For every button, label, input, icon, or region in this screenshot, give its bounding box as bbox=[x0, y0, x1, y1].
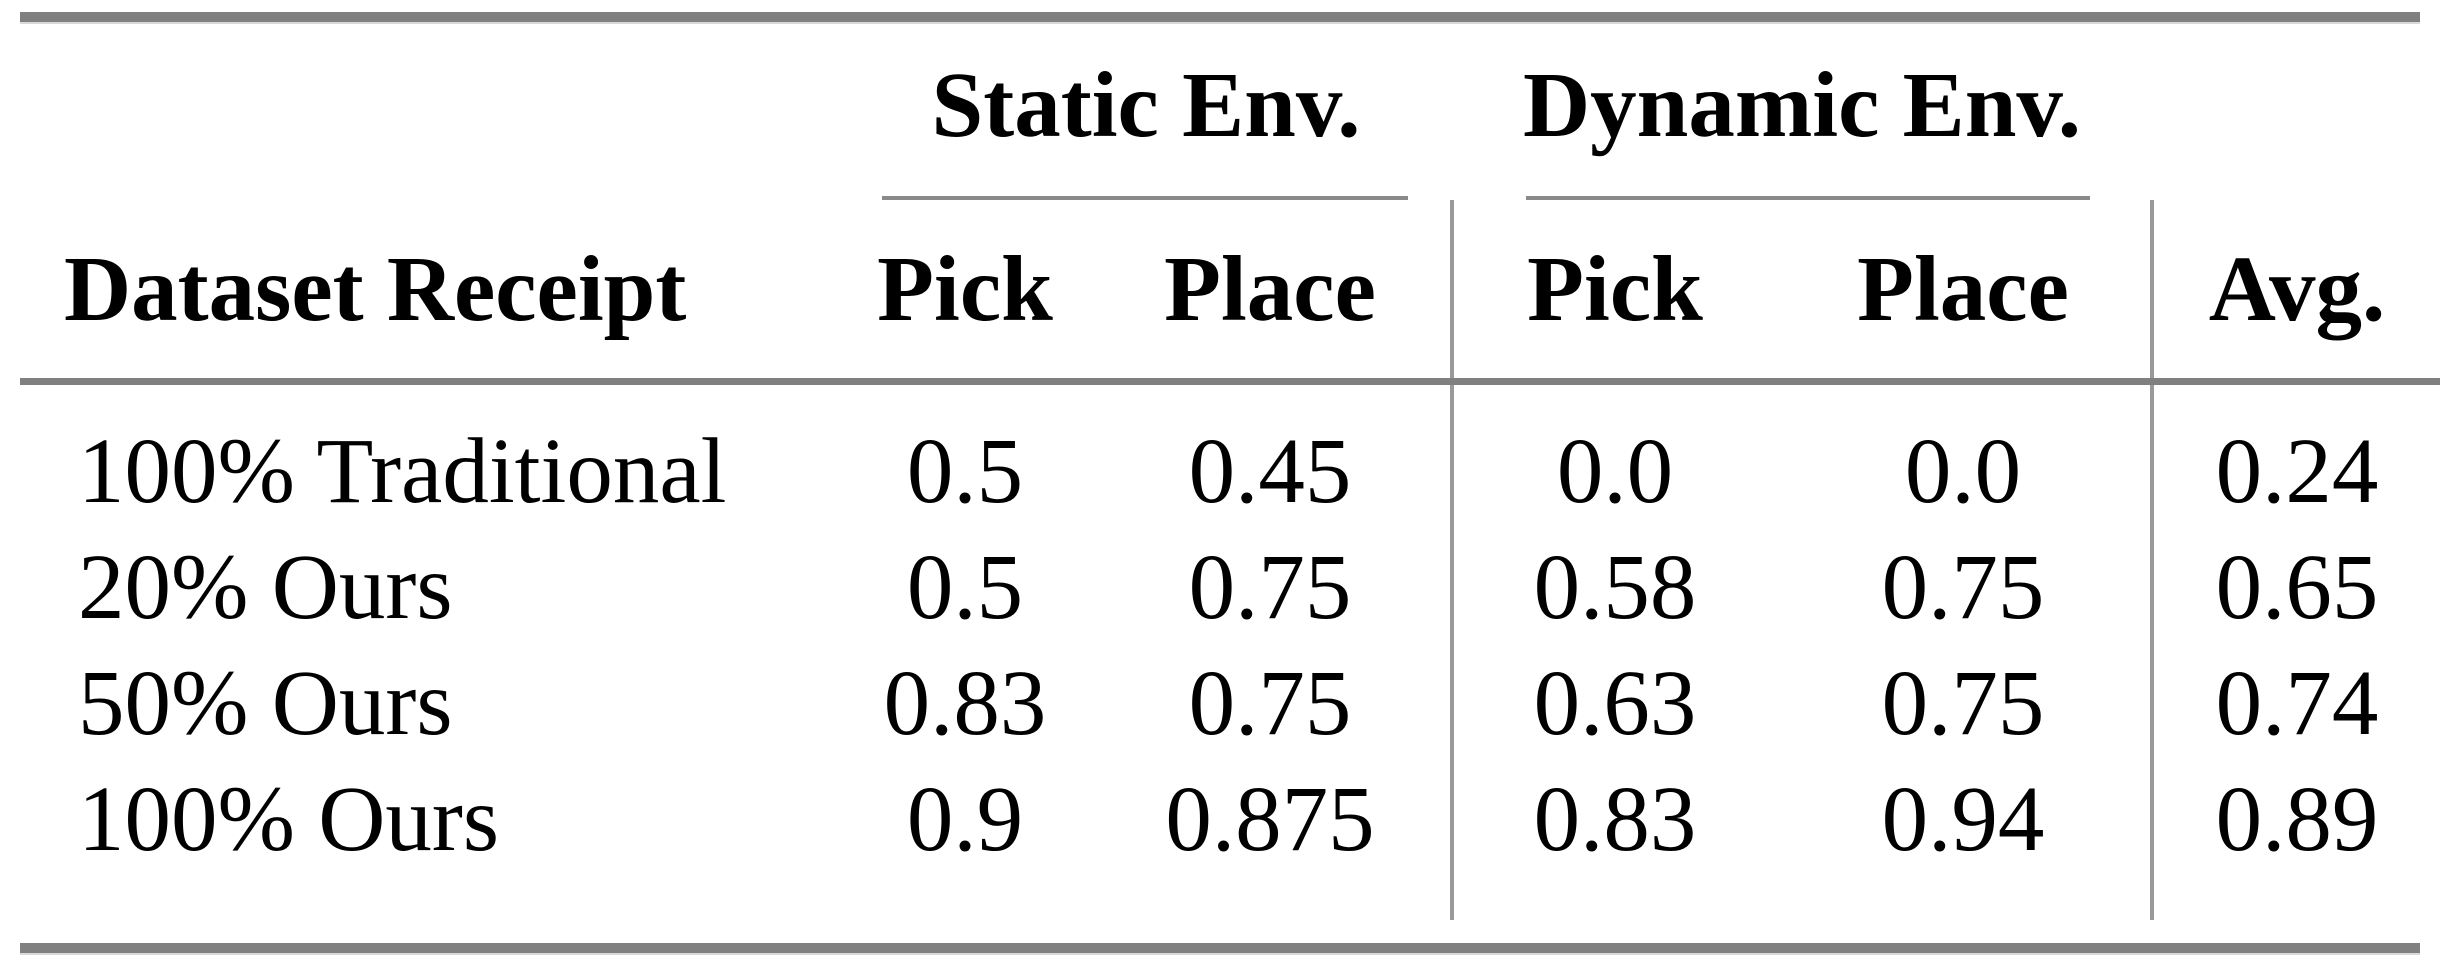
results-table: Static Env. Dynamic Env. Dataset Receipt… bbox=[20, 24, 2440, 920]
group-header-spacer bbox=[20, 24, 840, 160]
cell-dynamic-pick: 0.63 bbox=[1450, 646, 1776, 762]
col-header-static-pick: Pick bbox=[840, 200, 1090, 385]
row-label: 100% Traditional bbox=[78, 420, 727, 523]
table-row: 50% Ours 0.83 0.75 0.63 0.75 0.74 bbox=[20, 646, 2440, 762]
cell-dynamic-pick: 0.0 bbox=[1450, 381, 1776, 530]
bottom-rule bbox=[20, 943, 2420, 955]
cell-static-pick: 0.5 bbox=[906, 536, 1024, 639]
cell-avg: 0.24 bbox=[2150, 381, 2440, 530]
cmidrule-static bbox=[882, 196, 1408, 200]
column-header-row: Dataset Receipt Pick Place Pick Place Av… bbox=[20, 200, 2440, 385]
cell-dynamic-place: 0.0 bbox=[1904, 420, 2022, 523]
cell-static-pick: 0.9 bbox=[906, 768, 1024, 871]
col-header-dynamic-place: Place bbox=[1776, 200, 2152, 385]
row-label: 20% Ours bbox=[78, 536, 453, 639]
cmidrule-row bbox=[20, 160, 2440, 200]
cell-dynamic-place: 0.94 bbox=[1881, 768, 2045, 871]
col-header-static-place: Place bbox=[1090, 200, 1452, 385]
col-header-avg: Avg. bbox=[2150, 200, 2440, 385]
col-header-dynamic-pick: Pick bbox=[1450, 200, 1776, 385]
cell-static-place: 0.875 bbox=[1165, 768, 1375, 871]
cell-dynamic-place: 0.75 bbox=[1881, 652, 2045, 755]
group-header-static: Static Env. bbox=[931, 54, 1361, 157]
cell-static-place: 0.75 bbox=[1188, 536, 1352, 639]
cell-static-pick: 0.83 bbox=[883, 652, 1047, 755]
row-label: 50% Ours bbox=[78, 652, 453, 755]
cmidrule-dynamic bbox=[1526, 196, 2090, 200]
group-header-row: Static Env. Dynamic Env. bbox=[20, 24, 2440, 160]
cell-avg: 0.74 bbox=[2150, 646, 2440, 762]
cell-static-pick: 0.5 bbox=[906, 420, 1024, 523]
group-header-dynamic: Dynamic Env. bbox=[1522, 54, 2082, 157]
top-rule bbox=[20, 12, 2420, 24]
cell-dynamic-pick: 0.83 bbox=[1450, 762, 1776, 920]
table-row: 20% Ours 0.5 0.75 0.58 0.75 0.65 bbox=[20, 530, 2440, 646]
cell-avg: 0.65 bbox=[2150, 530, 2440, 646]
cell-avg: 0.89 bbox=[2150, 762, 2440, 920]
cell-dynamic-pick: 0.58 bbox=[1450, 530, 1776, 646]
col-header-dataset-receipt: Dataset Receipt bbox=[20, 200, 840, 385]
table-row: 100% Traditional 0.5 0.45 0.0 0.0 0.24 bbox=[20, 381, 2440, 530]
row-label: 100% Ours bbox=[78, 768, 500, 871]
table-row: 100% Ours 0.9 0.875 0.83 0.94 0.89 bbox=[20, 762, 2440, 920]
cell-dynamic-place: 0.75 bbox=[1881, 536, 2045, 639]
group-header-spacer bbox=[2152, 24, 2440, 160]
cell-static-place: 0.45 bbox=[1188, 420, 1352, 523]
cell-static-place: 0.75 bbox=[1188, 652, 1352, 755]
